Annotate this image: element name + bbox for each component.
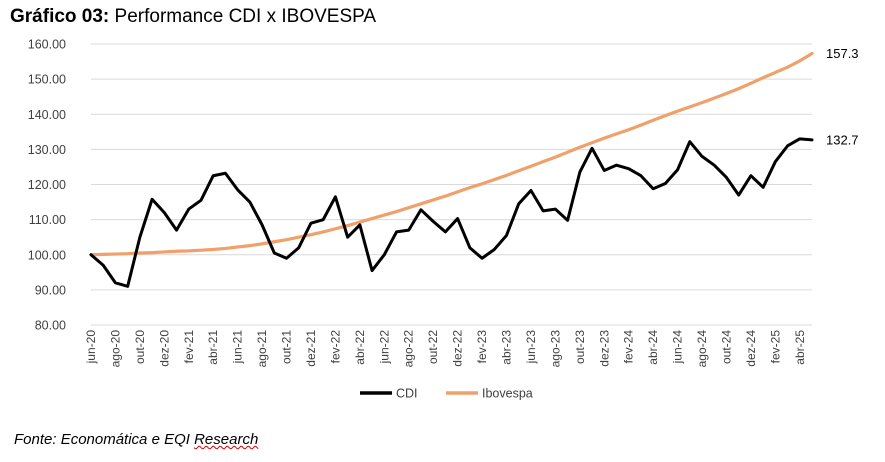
y-tick-label: 150.00 [28, 73, 66, 87]
x-tick-label: jun-22 [377, 330, 391, 365]
source-text: Fonte: Economática e EQI [14, 431, 195, 448]
source-text-underlined: Research [194, 431, 259, 448]
x-tick-label: jun-23 [524, 330, 538, 365]
x-tick-label: ago-23 [548, 330, 562, 368]
y-tick-label: 100.00 [28, 248, 66, 262]
x-tick-label: abr-22 [353, 330, 367, 365]
x-tick-label: abr-23 [499, 330, 513, 365]
x-tick-label: dez-20 [157, 330, 171, 367]
end-value-labels: 132.7 157.3 [826, 46, 859, 147]
legend-label-cdi: CDI [396, 387, 418, 401]
x-tick-label: out-21 [280, 330, 294, 364]
x-tick-label: fev-22 [328, 330, 342, 364]
end-label-ibovespa: 157.3 [826, 46, 859, 61]
end-label-cdi: 132.7 [826, 132, 859, 147]
x-tick-label: fev-21 [182, 330, 196, 364]
x-tick-label: jun-24 [671, 330, 685, 365]
x-tick-label: abr-24 [646, 330, 660, 365]
x-tick-label: abr-21 [206, 330, 220, 365]
x-tick-label: dez-23 [597, 330, 611, 367]
y-tick-label: 140.00 [28, 108, 66, 122]
line-chart: 80.00 90.00 100.00 110.00 120.00 130.00 140.00… [28, 38, 859, 401]
chart-title: Gráfico 03: Performance CDI x IBOVESPA [10, 6, 376, 28]
x-tick-label: ago-24 [695, 330, 709, 368]
y-tick-label: 80.00 [35, 319, 66, 333]
gridlines [91, 43, 812, 326]
y-tick-label: 160.00 [28, 38, 66, 52]
y-tick-label: 110.00 [29, 213, 66, 227]
x-tick-label: out-20 [133, 330, 147, 364]
series-line-cdi [89, 137, 814, 288]
x-tick-label: out-24 [719, 330, 733, 364]
series-line-ibovespa [89, 51, 814, 257]
x-tick-label: dez-21 [304, 330, 318, 367]
x-tick-label: out-22 [426, 330, 440, 364]
x-tick-label: fev-24 [622, 330, 636, 364]
x-tick-label: ago-21 [255, 330, 269, 368]
y-tick-label: 130.00 [28, 143, 66, 157]
chart-title-text: Performance CDI x IBOVESPA [109, 6, 377, 27]
y-tick-label: 120.00 [28, 178, 66, 192]
x-tick-label: abr-25 [793, 330, 807, 365]
y-axis-labels: 80.00 90.00 100.00 110.00 120.00 130.00 140.00… [28, 38, 66, 333]
x-tick-label: jun-20 [84, 330, 98, 365]
x-axis-labels: jun-20 ago-20 out-20 dez-20 fev-21 abr-21 jun-… [84, 330, 807, 368]
x-tick-label: ago-22 [402, 330, 416, 368]
chart-title-prefix: Gráfico 03: [10, 6, 110, 27]
x-tick-label: out-23 [573, 330, 587, 364]
series-lines [89, 51, 814, 288]
legend: CDI Ibovespa [360, 387, 533, 401]
x-tick-label: jun-21 [231, 330, 245, 365]
legend-label-ibovespa: Ibovespa [482, 387, 533, 401]
x-tick-label: ago-20 [108, 330, 122, 368]
x-tick-label: dez-24 [744, 330, 758, 367]
source-note: Fonte: Economática e EQI Research [14, 431, 258, 448]
x-tick-label: fev-25 [768, 330, 782, 364]
x-tick-label: fev-23 [475, 330, 489, 364]
y-tick-label: 90.00 [35, 283, 66, 297]
x-tick-label: dez-22 [451, 330, 465, 367]
